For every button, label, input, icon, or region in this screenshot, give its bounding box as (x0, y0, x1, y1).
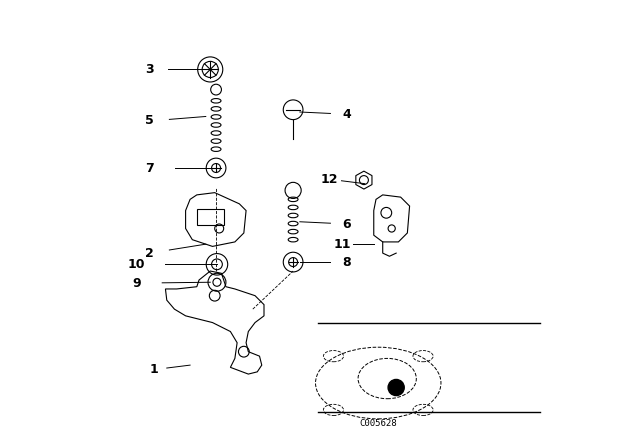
Text: 10: 10 (127, 258, 145, 271)
Text: 3: 3 (145, 63, 154, 76)
Text: 6: 6 (342, 217, 351, 231)
Text: 9: 9 (132, 276, 141, 290)
Text: 7: 7 (145, 161, 154, 175)
Text: 12: 12 (320, 172, 338, 186)
Text: 2: 2 (145, 246, 154, 260)
Text: C005628: C005628 (360, 419, 397, 428)
Text: 4: 4 (342, 108, 351, 121)
Text: 5: 5 (145, 114, 154, 128)
Text: 11: 11 (333, 237, 351, 251)
Text: 1: 1 (150, 363, 159, 376)
Text: 8: 8 (342, 255, 351, 269)
Circle shape (388, 379, 404, 396)
